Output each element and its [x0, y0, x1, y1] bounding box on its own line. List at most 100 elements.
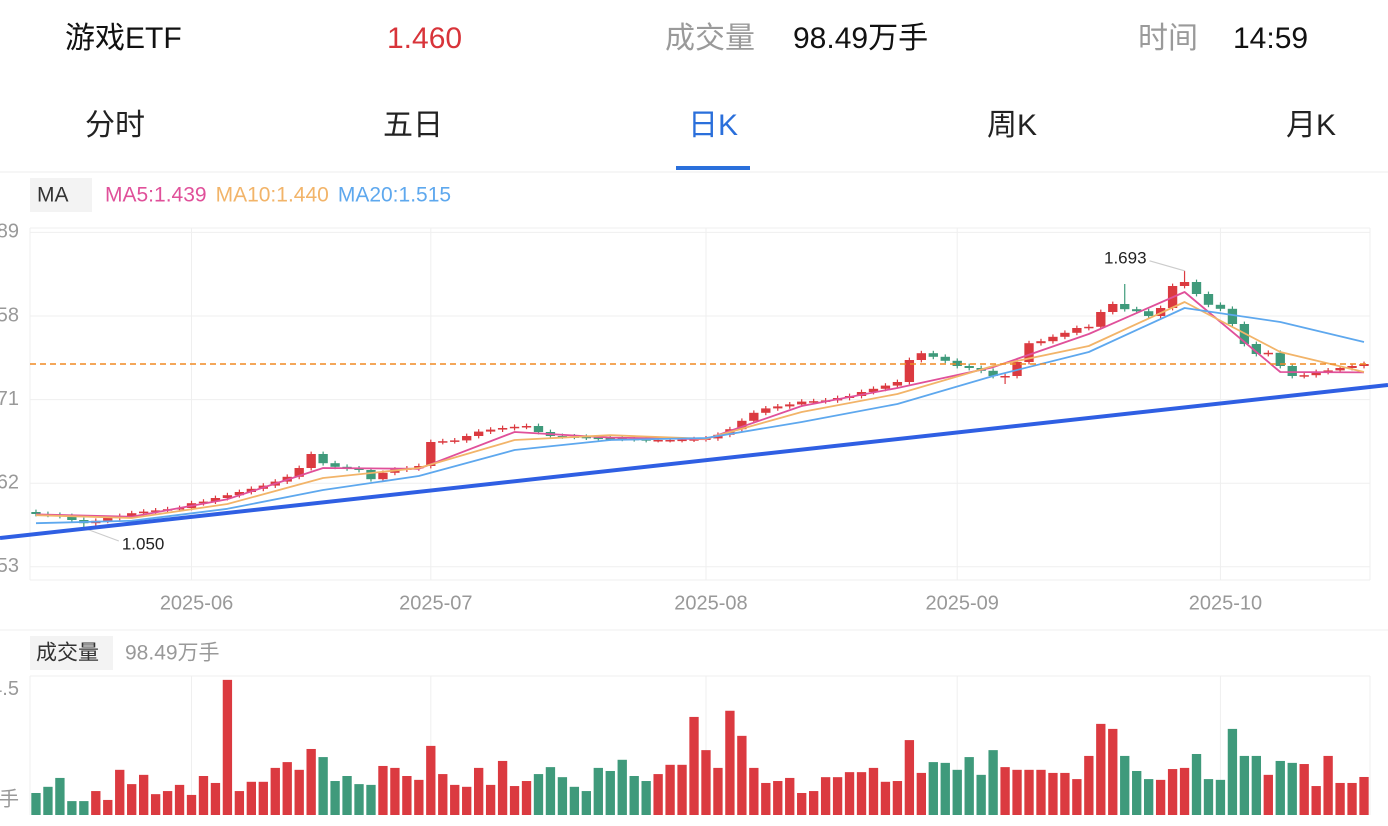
volume-bar [67, 801, 77, 815]
legend-entry: MA10:1.440 [216, 184, 329, 207]
candle-body [1084, 326, 1094, 329]
y-tick-label: 1.58 [0, 304, 19, 326]
candle-body [1108, 304, 1118, 312]
volume-bar [988, 750, 998, 815]
volume-bar [1215, 779, 1226, 815]
volume-bar [761, 782, 771, 815]
volume-bar [138, 774, 149, 815]
candle-body [605, 438, 615, 440]
volume-bar [545, 767, 556, 815]
candle-body [868, 388, 879, 392]
volume-bar [856, 772, 867, 815]
volume-bar [785, 777, 795, 815]
candle-body [1251, 344, 1262, 354]
candle-body [1227, 308, 1238, 324]
volume-bar [629, 776, 639, 815]
candle-body [1299, 375, 1309, 377]
volume-bar [1239, 755, 1250, 815]
volume-bar [282, 762, 292, 815]
legend-entry: MA20:1.515 [338, 184, 451, 207]
time: 14:59 [1233, 22, 1308, 55]
volume-bar [1311, 786, 1321, 815]
volume-bar [186, 794, 197, 815]
candle-body [797, 401, 807, 405]
tab[interactable]: 五日 [383, 109, 443, 142]
volume-bar [1155, 779, 1166, 815]
candle-body [1335, 368, 1345, 371]
volume-bar [306, 748, 316, 815]
candle-body [773, 406, 783, 409]
ma-line [35, 307, 1365, 525]
volume-bar [569, 786, 580, 815]
x-tick-label: 2025-10 [1189, 592, 1262, 614]
volume-bar [928, 762, 938, 815]
vol-title: 成交量 [36, 642, 99, 665]
volume-bar [43, 786, 53, 815]
candle-body [689, 439, 699, 441]
candle-body [533, 426, 544, 432]
volume-bar [641, 781, 651, 815]
volume-bar [1096, 723, 1106, 815]
volume-bar [1179, 767, 1190, 815]
volume-bar [234, 791, 245, 815]
volume-bar [1251, 755, 1262, 815]
volume-bar [378, 765, 388, 815]
volume-bar [1263, 774, 1273, 815]
tab-indicator [676, 166, 750, 170]
candle-body [928, 353, 938, 357]
candle-body [306, 454, 316, 468]
volume-bar [1072, 779, 1082, 815]
volume-bar [79, 801, 89, 815]
candle-body [1000, 376, 1010, 378]
volume-bar [665, 764, 675, 815]
candle-body [450, 440, 460, 442]
candle-body [67, 516, 77, 520]
tab[interactable]: 月K [1286, 109, 1336, 142]
annotation-leader [1149, 260, 1185, 272]
tab[interactable]: 周K [987, 109, 1037, 142]
candle-body [378, 472, 388, 480]
volume-bar [294, 769, 304, 815]
volume-bar [103, 799, 113, 815]
candle-body [366, 470, 376, 480]
volume-bar [653, 774, 663, 815]
volume-bar [797, 792, 807, 815]
candle-body [222, 495, 233, 498]
volume-bar [677, 764, 687, 815]
candle-body [1323, 370, 1333, 372]
volume-bar [725, 710, 735, 815]
candle-body [1347, 366, 1357, 368]
volume-bar [1275, 760, 1285, 815]
candle-body [198, 501, 209, 504]
candle-body [462, 436, 472, 441]
volume-bar [844, 772, 855, 815]
volume-label: 成交量 [665, 22, 755, 55]
volume-bar [1347, 782, 1357, 815]
indicator: MA [37, 184, 69, 207]
candle-body [138, 511, 149, 514]
fund-name: 游戏ETF [65, 22, 182, 55]
vol-unit: 万手 [0, 787, 19, 810]
volume-bar [868, 767, 879, 815]
candle-body [761, 408, 771, 413]
volume-bar [1108, 728, 1118, 815]
tab[interactable]: 日K [688, 109, 738, 142]
volume-bar [450, 784, 460, 815]
candle-body [1143, 311, 1154, 316]
candle-body [1024, 343, 1034, 362]
candle-body [808, 401, 819, 403]
tab[interactable]: 分时 [85, 109, 145, 142]
candle-body [1275, 352, 1285, 366]
volume-bar [892, 781, 903, 815]
volume-bar [1048, 772, 1058, 815]
volume-bar [713, 767, 723, 815]
price: 1.460 [387, 22, 462, 55]
volume-bar [1359, 776, 1369, 815]
candle-body [473, 431, 484, 436]
candle-body [1096, 312, 1106, 327]
volume-bar [617, 759, 627, 815]
candle-body [1132, 309, 1142, 312]
candle-body [1179, 282, 1190, 286]
y-tick-label: 1.162 [0, 471, 19, 493]
trend-line [0, 383, 1388, 540]
